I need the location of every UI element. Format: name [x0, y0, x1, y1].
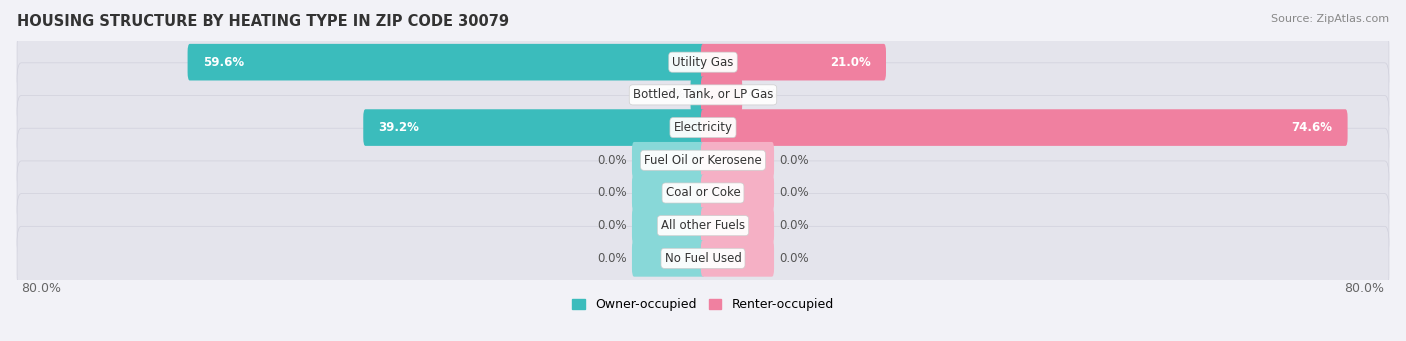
Text: 39.2%: 39.2% — [378, 121, 419, 134]
FancyBboxPatch shape — [631, 142, 706, 179]
FancyBboxPatch shape — [631, 240, 706, 277]
FancyBboxPatch shape — [700, 44, 886, 80]
Text: 80.0%: 80.0% — [1344, 282, 1385, 295]
FancyBboxPatch shape — [700, 77, 742, 113]
FancyBboxPatch shape — [17, 128, 1389, 192]
Text: Source: ZipAtlas.com: Source: ZipAtlas.com — [1271, 14, 1389, 24]
Text: 0.0%: 0.0% — [598, 252, 627, 265]
Text: 0.0%: 0.0% — [779, 219, 808, 232]
Text: 59.6%: 59.6% — [202, 56, 243, 69]
Text: 1.2%: 1.2% — [657, 88, 686, 101]
FancyBboxPatch shape — [700, 175, 775, 211]
Text: HOUSING STRUCTURE BY HEATING TYPE IN ZIP CODE 30079: HOUSING STRUCTURE BY HEATING TYPE IN ZIP… — [17, 14, 509, 29]
FancyBboxPatch shape — [700, 207, 775, 244]
FancyBboxPatch shape — [700, 109, 1347, 146]
FancyBboxPatch shape — [363, 109, 706, 146]
FancyBboxPatch shape — [631, 207, 706, 244]
Text: 0.0%: 0.0% — [598, 187, 627, 199]
Text: 0.0%: 0.0% — [598, 154, 627, 167]
FancyBboxPatch shape — [17, 226, 1389, 291]
FancyBboxPatch shape — [700, 142, 775, 179]
Text: 0.0%: 0.0% — [779, 187, 808, 199]
FancyBboxPatch shape — [690, 77, 706, 113]
Text: 4.3%: 4.3% — [747, 88, 776, 101]
FancyBboxPatch shape — [187, 44, 706, 80]
FancyBboxPatch shape — [631, 175, 706, 211]
FancyBboxPatch shape — [17, 63, 1389, 127]
FancyBboxPatch shape — [17, 161, 1389, 225]
FancyBboxPatch shape — [17, 95, 1389, 160]
Text: Bottled, Tank, or LP Gas: Bottled, Tank, or LP Gas — [633, 88, 773, 101]
FancyBboxPatch shape — [17, 30, 1389, 94]
Text: Coal or Coke: Coal or Coke — [665, 187, 741, 199]
Text: Fuel Oil or Kerosene: Fuel Oil or Kerosene — [644, 154, 762, 167]
Text: 0.0%: 0.0% — [598, 219, 627, 232]
Text: 74.6%: 74.6% — [1292, 121, 1333, 134]
FancyBboxPatch shape — [17, 194, 1389, 258]
Text: 0.0%: 0.0% — [779, 252, 808, 265]
Text: 80.0%: 80.0% — [21, 282, 62, 295]
FancyBboxPatch shape — [700, 240, 775, 277]
Text: Electricity: Electricity — [673, 121, 733, 134]
Legend: Owner-occupied, Renter-occupied: Owner-occupied, Renter-occupied — [568, 293, 838, 316]
Text: All other Fuels: All other Fuels — [661, 219, 745, 232]
Text: 0.0%: 0.0% — [779, 154, 808, 167]
Text: 21.0%: 21.0% — [830, 56, 870, 69]
Text: Utility Gas: Utility Gas — [672, 56, 734, 69]
Text: No Fuel Used: No Fuel Used — [665, 252, 741, 265]
